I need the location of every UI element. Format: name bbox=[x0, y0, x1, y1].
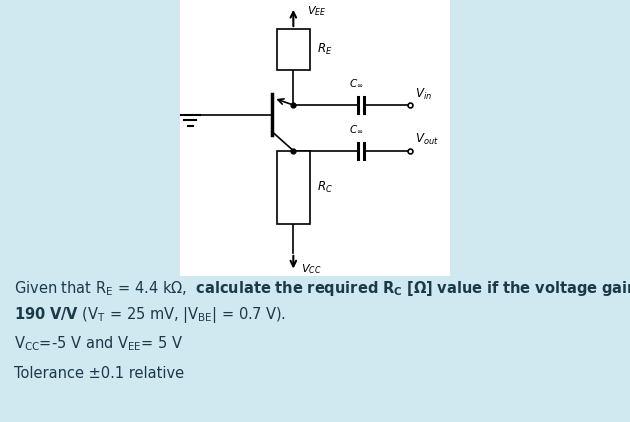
Text: Tolerance ±0.1 relative: Tolerance ±0.1 relative bbox=[14, 366, 184, 381]
Text: $C_{\infty}$: $C_{\infty}$ bbox=[349, 123, 364, 135]
Text: $\mathbf{190\ V/V}$ (V$_\mathregular{T}$ = 25 mV, |V$_\mathregular{BE}$| = 0.7 V: $\mathbf{190\ V/V}$ (V$_\mathregular{T}$… bbox=[14, 305, 286, 325]
Text: $V_{in}$: $V_{in}$ bbox=[415, 87, 432, 102]
Text: $R_E$: $R_E$ bbox=[317, 42, 333, 57]
Text: Given that R$_\mathregular{E}$ = 4.4 kΩ,  $\mathbf{calculate\ the\ required\ R_C: Given that R$_\mathregular{E}$ = 4.4 kΩ,… bbox=[14, 279, 630, 298]
Bar bbox=[277, 151, 309, 224]
Text: $C_{\infty}$: $C_{\infty}$ bbox=[349, 78, 364, 89]
Text: $V_{CC}$: $V_{CC}$ bbox=[301, 262, 321, 276]
Text: $V_{EE}$: $V_{EE}$ bbox=[307, 4, 326, 18]
Text: $V_{out}$: $V_{out}$ bbox=[415, 132, 438, 147]
Text: $R_C$: $R_C$ bbox=[317, 180, 333, 195]
Bar bbox=[277, 29, 309, 70]
Bar bbox=[180, 0, 450, 276]
Text: V$_\mathregular{CC}$=-5 V and V$_\mathregular{EE}$= 5 V: V$_\mathregular{CC}$=-5 V and V$_\mathre… bbox=[14, 334, 183, 353]
